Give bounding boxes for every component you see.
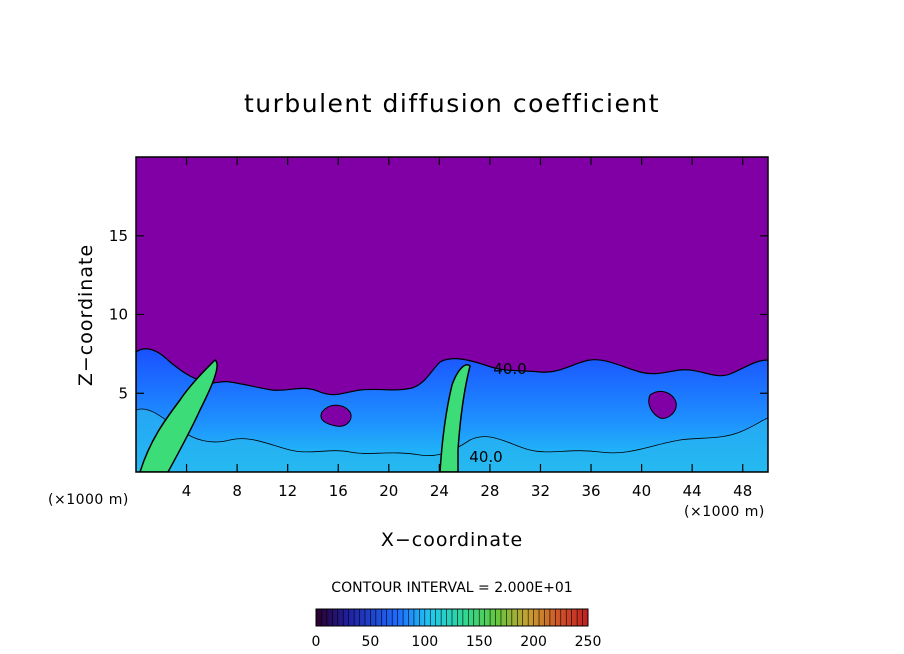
x-tick-label: 20	[379, 482, 398, 500]
colorbar-tick-label: 150	[466, 634, 493, 650]
x-tick-label: 28	[480, 482, 499, 500]
colorbar-tick-label: 0	[312, 634, 321, 650]
x-unit-right: (×1000 m)	[684, 504, 765, 520]
contour-label-2: 40.0	[469, 448, 502, 466]
y-ticks: 5 10 15	[109, 227, 768, 402]
colorbar-tick-label: 250	[575, 634, 602, 650]
x-tick-label: 40	[632, 482, 651, 500]
x-tick-label: 36	[581, 482, 600, 500]
x-axis-label: X−coordinate	[381, 529, 523, 551]
x-tick-label: 44	[683, 482, 702, 500]
y-axis-label: Z−coordinate	[75, 244, 97, 386]
x-tick-label: 4	[182, 482, 192, 500]
eddy-mid	[320, 404, 352, 427]
x-tick-label: 12	[278, 482, 297, 500]
x-tick-label: 32	[531, 482, 550, 500]
x-ticks: 4 8 12 16 20 24 28 32 36 40 44 48	[182, 157, 752, 500]
y-tick-label: 10	[109, 306, 128, 324]
x-unit-left: (×1000 m)	[48, 492, 129, 508]
swirl-left	[139, 359, 218, 472]
chart-title: turbulent diffusion coefficient	[244, 89, 660, 118]
plot-area	[136, 157, 768, 472]
x-tick-label: 16	[329, 482, 348, 500]
x-tick-label: 8	[232, 482, 242, 500]
swirl-center	[439, 364, 471, 472]
x-tick-label: 48	[733, 482, 752, 500]
y-tick-label: 5	[118, 384, 128, 402]
y-tick-label: 15	[109, 227, 128, 245]
contour-interval: CONTOUR INTERVAL = 2.000E+01	[331, 580, 572, 596]
colorbar-tick-label: 50	[361, 634, 379, 650]
colorbar-ticks: 0 50 100 150 200 250	[312, 609, 602, 650]
eddy-right	[648, 391, 677, 419]
x-tick-label: 24	[430, 482, 449, 500]
colorbar-tick-label: 200	[520, 634, 547, 650]
colorbar-tick-label: 100	[411, 634, 438, 650]
contour-label: 40.0	[493, 360, 526, 378]
